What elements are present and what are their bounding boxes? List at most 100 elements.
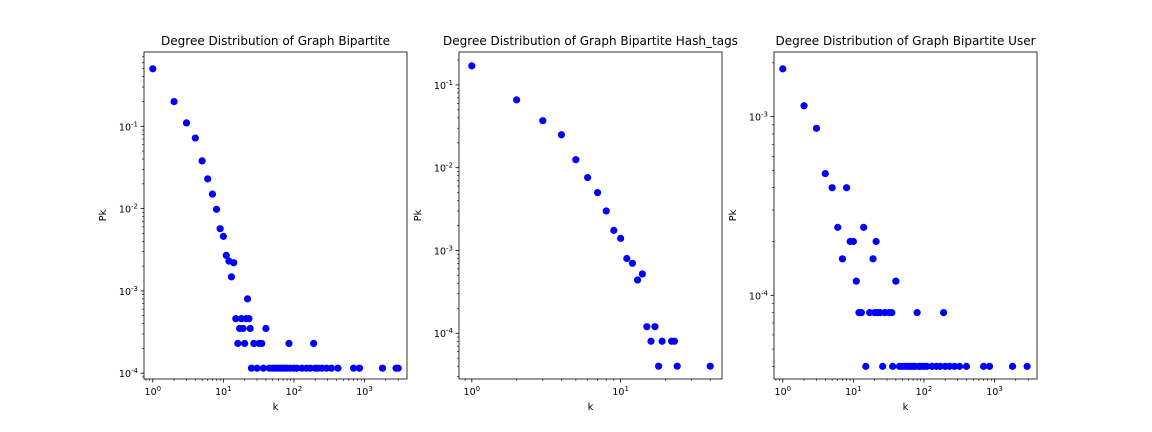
y-tick-label: 10-3 <box>434 244 453 257</box>
data-point <box>310 339 318 348</box>
data-point <box>227 273 236 281</box>
y-tick-label: 10-4 <box>749 289 769 302</box>
x-tick-label: 102 <box>916 385 933 398</box>
data-point <box>219 232 227 240</box>
data-point <box>936 362 944 370</box>
data-point <box>812 124 821 132</box>
data-point <box>355 364 364 372</box>
y-tick-label: 10-4 <box>434 327 454 340</box>
data-point <box>262 324 270 333</box>
y-tick-label: 10-3 <box>749 111 768 124</box>
x-tick-label: 103 <box>356 385 373 398</box>
data-point <box>872 237 880 246</box>
data-point <box>647 337 655 345</box>
data-point <box>557 131 566 139</box>
data-point <box>602 207 610 215</box>
data-point <box>860 223 868 231</box>
data-point <box>673 362 681 370</box>
data-point <box>834 223 842 231</box>
data-point <box>638 270 646 278</box>
data-point <box>857 309 866 317</box>
data-point <box>250 339 258 348</box>
plot-frame <box>458 51 723 380</box>
data-point <box>584 173 592 182</box>
data-point <box>182 119 191 127</box>
data-point <box>212 205 221 213</box>
data-point <box>468 62 476 70</box>
data-point <box>849 237 857 246</box>
y-tick-label: 10-2 <box>119 203 138 216</box>
plot-frame <box>773 51 1038 380</box>
data-point <box>327 364 336 372</box>
data-point <box>655 362 663 370</box>
data-point <box>862 362 870 370</box>
data-point <box>306 364 314 372</box>
y-tick-label: 10-2 <box>434 162 453 175</box>
chart-title: Degree Distribution of Graph Bipartite U… <box>775 34 1035 48</box>
y-axis-label: Pk <box>728 209 739 221</box>
plot-frame <box>143 51 408 380</box>
chart-title: Degree Distribution of Graph Bipartite <box>161 34 390 48</box>
x-tick-label: 103 <box>986 385 1003 398</box>
chart-panel-2: 100 101 10-4 10-3 10-2 10-1 Degree Distributio… <box>413 34 738 413</box>
x-tick-label: 100 <box>775 385 792 398</box>
data-point <box>852 277 860 285</box>
data-point <box>651 323 659 331</box>
data-point <box>394 364 402 372</box>
data-point <box>513 96 521 104</box>
y-tick-label: 10-1 <box>434 79 453 92</box>
data-point <box>241 339 249 348</box>
data-point <box>191 134 199 142</box>
data-point <box>670 337 679 345</box>
data-point <box>706 362 714 370</box>
data-point <box>258 339 266 348</box>
chart-panel-3: 100 101 102 103 10-4 10-3 Degree Distribution … <box>728 34 1038 413</box>
data-point <box>1008 362 1017 370</box>
data-point <box>950 362 958 370</box>
chart-title: Degree Distribution of Graph Bipartite H… <box>443 34 738 48</box>
data-point <box>349 364 358 372</box>
data-point <box>259 364 268 372</box>
y-axis-label: Pk <box>98 209 109 221</box>
y-tick-label: 10-4 <box>119 367 139 380</box>
data-point <box>572 156 580 164</box>
data-point <box>170 97 178 106</box>
data-point <box>378 364 387 372</box>
data-point <box>643 323 651 331</box>
data-point <box>962 362 971 370</box>
data-point <box>940 309 948 317</box>
x-tick-label: 101 <box>215 385 232 398</box>
x-tick-label: 100 <box>464 385 481 398</box>
data-point <box>198 157 206 165</box>
x-axis-label: k <box>588 402 594 413</box>
data-point <box>956 362 964 370</box>
data-point <box>945 362 954 370</box>
data-point <box>842 184 851 192</box>
data-point <box>334 364 342 372</box>
y-axis-label: Pk <box>413 209 424 221</box>
y-tick-label: 10-3 <box>119 285 138 298</box>
data-point <box>246 324 254 333</box>
data-point <box>658 337 666 345</box>
data-point <box>866 309 874 317</box>
y-tick-label: 10-1 <box>119 120 138 133</box>
data-point <box>623 254 631 263</box>
data-point <box>245 315 253 323</box>
data-point <box>985 362 994 370</box>
x-tick-label: 100 <box>145 385 162 398</box>
data-point <box>593 189 602 197</box>
data-point <box>838 255 847 263</box>
x-tick-label: 102 <box>286 385 303 398</box>
data-point <box>204 175 212 183</box>
data-point <box>216 225 224 233</box>
chart-panel-1: 100 101 102 103 10-4 10-3 10-2 10-1 Degree Distr… <box>98 34 408 413</box>
data-point <box>293 364 301 372</box>
data-point <box>869 255 877 263</box>
data-point <box>149 65 157 73</box>
data-point <box>633 276 642 284</box>
data-point <box>892 277 900 285</box>
data-point <box>821 169 829 178</box>
data-point <box>800 102 808 110</box>
x-tick-label: 101 <box>612 385 629 398</box>
